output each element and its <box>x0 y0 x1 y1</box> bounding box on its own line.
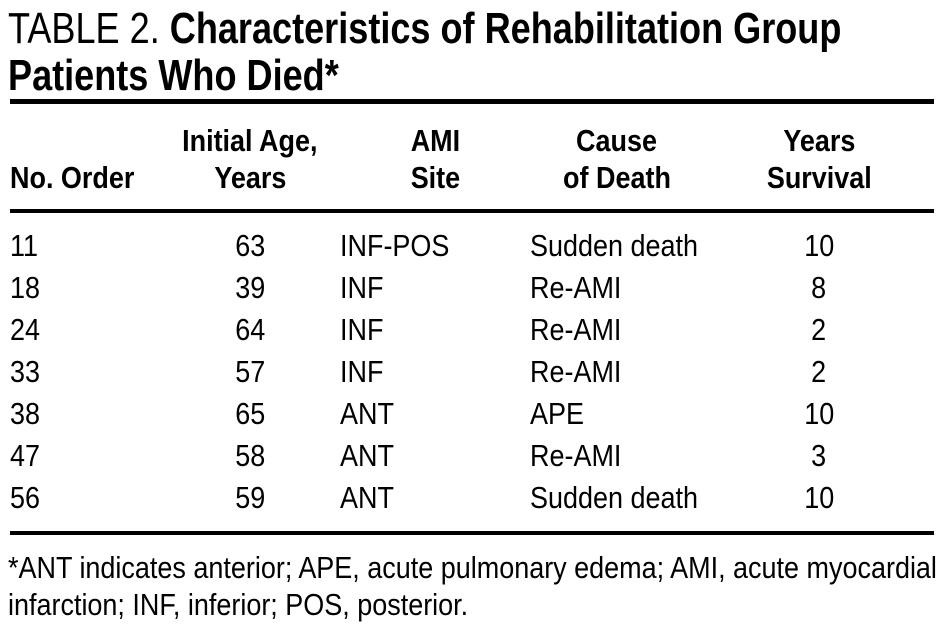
cell-ami-site: ANT <box>340 438 394 473</box>
cell-initial-age: 63 <box>234 228 265 263</box>
cell-years-survival: 2 <box>811 354 827 389</box>
cell-ami-site: ANT <box>340 480 394 515</box>
table-row: 24 64 INF Re-AMI 2 <box>10 309 934 351</box>
table-footnote: *ANT indicates anterior; APE, acute pulm… <box>8 549 944 623</box>
table-row: 11 63 INF-POS Sudden death 10 <box>10 211 934 267</box>
characteristics-table: No. Order Initial Age, Years AMI Site Ca… <box>10 99 934 535</box>
cell-years-survival: 10 <box>803 228 834 263</box>
cell-ami-site: INF <box>340 312 384 347</box>
cell-cause-of-death: Re-AMI <box>530 312 622 347</box>
cell-cause-of-death: Re-AMI <box>530 438 622 473</box>
cell-initial-age: 59 <box>234 480 265 515</box>
cell-cause-of-death: Sudden death <box>530 228 698 263</box>
cell-years-survival: 10 <box>803 480 834 515</box>
cell-years-survival: 10 <box>803 396 834 431</box>
cell-years-survival: 8 <box>811 270 827 305</box>
table-header: No. Order Initial Age, Years AMI Site Ca… <box>10 101 934 213</box>
cell-ami-site: ANT <box>340 396 394 431</box>
cell-initial-age: 58 <box>234 438 265 473</box>
table-row: 56 59 ANT Sudden death 10 <box>10 477 934 533</box>
cell-cause-of-death: Re-AMI <box>530 354 622 389</box>
cell-initial-age: 64 <box>234 312 265 347</box>
cell-initial-age: 65 <box>234 396 265 431</box>
col-header-no-order: No. Order <box>10 101 160 213</box>
col-header-years-survival: Years Survival <box>704 101 934 213</box>
table-row: 47 58 ANT Re-AMI 3 <box>10 435 934 477</box>
header-row: No. Order Initial Age, Years AMI Site Ca… <box>10 101 934 213</box>
table-row: 18 39 INF Re-AMI 8 <box>10 267 934 309</box>
cell-no-order: 24 <box>10 312 41 347</box>
cell-initial-age: 39 <box>234 270 265 305</box>
table-title-text-2: Patients Who Died* <box>8 51 339 100</box>
cell-no-order: 56 <box>10 480 41 515</box>
table-number-label: TABLE 2. <box>8 4 160 53</box>
table-body: 11 63 INF-POS Sudden death 10 18 39 INF … <box>10 211 934 533</box>
cell-no-order: 38 <box>10 396 41 431</box>
cell-years-survival: 2 <box>811 312 827 347</box>
cell-no-order: 11 <box>10 228 39 263</box>
table-row: 38 65 ANT APE 10 <box>10 393 934 435</box>
table-title-line2: Patients Who Died* <box>8 52 944 99</box>
cell-no-order: 33 <box>10 354 41 389</box>
table-title-line1: TABLE 2. Characteristics of Rehabilitati… <box>8 5 944 52</box>
col-header-ami-site: AMI Site <box>340 101 530 213</box>
cell-cause-of-death: Re-AMI <box>530 270 622 305</box>
table-title-text-1: Characteristics of Rehabilitation Group <box>169 4 842 53</box>
cell-years-survival: 3 <box>811 438 827 473</box>
cell-cause-of-death: Sudden death <box>530 480 698 515</box>
col-header-cause-of-death: Cause of Death <box>530 101 704 213</box>
cell-ami-site: INF <box>340 354 384 389</box>
cell-initial-age: 57 <box>234 354 265 389</box>
cell-ami-site: INF <box>340 270 384 305</box>
table-title: TABLE 2. Characteristics of Rehabilitati… <box>0 0 944 99</box>
cell-no-order: 47 <box>10 438 41 473</box>
cell-cause-of-death: APE <box>530 396 584 431</box>
cell-ami-site: INF-POS <box>340 228 450 263</box>
table-row: 33 57 INF Re-AMI 2 <box>10 351 934 393</box>
footnote-line2: infarction; INF, inferior; POS, posterio… <box>8 587 469 622</box>
footnote-line1: *ANT indicates anterior; APE, acute pulm… <box>8 550 937 585</box>
col-header-initial-age: Initial Age, Years <box>160 101 340 213</box>
cell-no-order: 18 <box>10 270 41 305</box>
